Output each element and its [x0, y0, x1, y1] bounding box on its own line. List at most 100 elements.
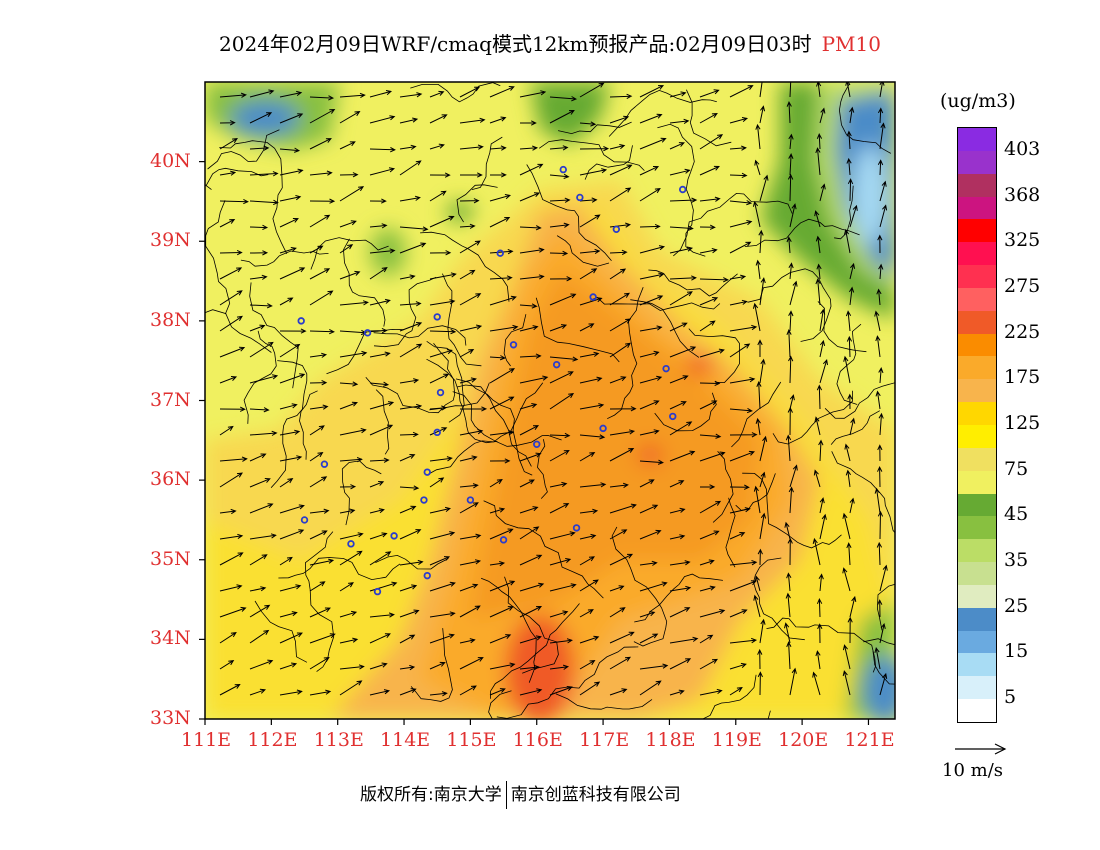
wind-arrow: [219, 290, 243, 306]
wind-arrow: [279, 478, 294, 488]
border-segment: [442, 273, 482, 367]
wind-arrow: [756, 381, 762, 410]
wind-arrow: [669, 225, 694, 231]
wind-arrow: [729, 407, 753, 414]
wind-arrow: [489, 324, 519, 332]
wind-arrow: [843, 228, 851, 254]
wind-arrow: [757, 548, 763, 566]
wind-arrow: [219, 120, 236, 126]
wind-arrow: [309, 170, 333, 176]
wind-arrow: [549, 356, 579, 362]
wind-arrow: [429, 299, 456, 306]
wind-arrow: [729, 85, 754, 98]
wind-arrow: [875, 390, 881, 410]
wind-arrow: [786, 236, 792, 254]
border-segment: [688, 328, 740, 384]
wind-arrow: [549, 664, 570, 670]
wind-arrow: [699, 559, 715, 566]
border-segment: [249, 282, 299, 389]
wind-reference-label: 10 m/s: [942, 760, 1003, 781]
wind-arrow: [819, 107, 826, 124]
wind-arrow: [729, 200, 753, 206]
border-segment: [742, 472, 842, 549]
wind-arrow: [339, 550, 363, 566]
wind-arrow: [669, 346, 697, 358]
border-segment: [753, 557, 805, 641]
border-segment: [504, 576, 559, 674]
wind-arrow: [519, 145, 539, 151]
wind-arrow: [669, 168, 691, 176]
border-segment: [410, 82, 501, 103]
wind-arrow: [699, 320, 716, 332]
wind-arrow: [249, 89, 275, 98]
wind-arrow: [399, 117, 419, 124]
city-marker: [499, 536, 508, 544]
wind-arrow: [784, 622, 791, 644]
wind-arrow: [519, 479, 535, 488]
border-segment: [455, 378, 533, 476]
wind-arrow: [609, 688, 628, 696]
lat-label: 37N: [150, 388, 191, 411]
border-segment: [772, 390, 853, 445]
wind-arrow: [279, 529, 305, 540]
colorbar-segment: [958, 424, 996, 448]
wind-arrow: [459, 240, 481, 254]
city-marker: [496, 249, 504, 257]
wind-arrow: [609, 292, 630, 306]
wind-arrow: [849, 595, 857, 618]
border-segment: [702, 674, 757, 719]
wind-arrow: [399, 195, 421, 202]
lon-label: 116E: [512, 729, 563, 751]
wind-arrow: [639, 633, 659, 644]
wind-arrow: [339, 172, 359, 178]
wind-arrow: [878, 367, 884, 384]
wind-arrow: [579, 351, 600, 358]
lat-label: 38N: [150, 308, 191, 331]
wind-arrow: [699, 451, 726, 462]
wind-arrow: [219, 472, 243, 488]
city-marker: [390, 532, 398, 540]
wind-arrow: [489, 249, 514, 255]
wind-arrow: [309, 268, 331, 280]
wind-arrow: [309, 425, 325, 436]
wind-arrow: [219, 267, 243, 280]
wind-arrow: [699, 348, 725, 358]
wind-arrow: [339, 300, 369, 306]
border-segment: [712, 450, 734, 523]
border-segment: [648, 269, 738, 297]
wind-arrow: [784, 521, 791, 540]
wind-arrow: [757, 339, 763, 357]
wind-arrow: [339, 428, 367, 436]
wind-arrow: [459, 349, 475, 358]
wind-arrow: [579, 533, 597, 540]
wind-arrow: [639, 187, 661, 202]
wind-arrow: [309, 380, 328, 386]
colorbar-label: 25: [1004, 594, 1029, 617]
wind-arrow: [579, 297, 603, 306]
wind-arrow: [816, 598, 823, 618]
wind-arrow: [339, 637, 359, 644]
wind-arrow: [519, 554, 543, 566]
wind-arrow: [339, 484, 357, 490]
wind-arrow: [842, 670, 851, 696]
wind-arrow: [815, 235, 822, 254]
wind-arrow: [759, 618, 766, 644]
wind-arrow: [816, 82, 822, 98]
wind-arrow: [845, 310, 852, 332]
wind-arrow: [429, 456, 453, 462]
wind-arrow: [812, 671, 821, 696]
wind-arrow: [879, 180, 887, 202]
border-segment: [731, 381, 782, 448]
wind-arrow: [609, 607, 626, 618]
wind-arrow: [609, 115, 630, 124]
wind-arrow: [549, 96, 578, 102]
wind-arrow: [369, 633, 391, 644]
border-segment: [836, 323, 862, 405]
wind-arrow: [339, 508, 356, 514]
border-segment: [611, 526, 668, 647]
colorbar-label: 403: [1004, 137, 1041, 160]
wind-arrow: [729, 343, 751, 358]
wind-arrow: [699, 380, 721, 387]
city-marker: [436, 388, 445, 397]
border-segment: [426, 340, 465, 423]
